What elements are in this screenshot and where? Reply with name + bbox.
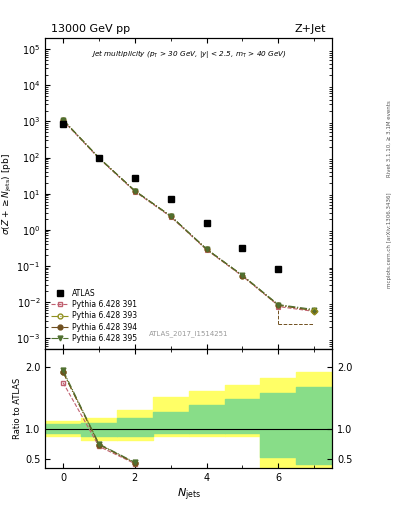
Pythia 6.428 391 [276, 303, 281, 309]
Pythia 6.428 393 [61, 117, 66, 123]
Pythia 6.428 391 [204, 247, 209, 253]
Text: mcplots.cern.ch [arXiv:1306.3436]: mcplots.cern.ch [arXiv:1306.3436] [387, 193, 392, 288]
Pythia 6.428 393 [168, 213, 173, 219]
ATLAS [240, 245, 245, 251]
Line: Pythia 6.428 394: Pythia 6.428 394 [61, 118, 317, 313]
Line: Pythia 6.428 391: Pythia 6.428 391 [61, 118, 317, 314]
Pythia 6.428 393 [240, 272, 245, 279]
Pythia 6.428 394 [204, 246, 209, 252]
ATLAS [61, 121, 66, 127]
Pythia 6.428 391 [168, 214, 173, 220]
Text: Z+Jet: Z+Jet [295, 24, 326, 34]
Pythia 6.428 394 [97, 155, 101, 161]
ATLAS [97, 155, 101, 161]
Pythia 6.428 395 [204, 246, 209, 252]
Pythia 6.428 391 [276, 304, 281, 310]
Y-axis label: $\sigma(Z + \geq N_\mathrm{jets})$ [pb]: $\sigma(Z + \geq N_\mathrm{jets})$ [pb] [0, 153, 14, 234]
Pythia 6.428 394 [240, 272, 245, 279]
Text: Rivet 3.1.10, ≥ 3.1M events: Rivet 3.1.10, ≥ 3.1M events [387, 100, 392, 177]
Pythia 6.428 394 [312, 308, 316, 314]
Pythia 6.428 391 [97, 155, 101, 161]
Legend: ATLAS, Pythia 6.428 391, Pythia 6.428 393, Pythia 6.428 394, Pythia 6.428 395: ATLAS, Pythia 6.428 391, Pythia 6.428 39… [49, 286, 140, 345]
Pythia 6.428 394 [61, 117, 66, 123]
Pythia 6.428 395 [276, 302, 281, 308]
Pythia 6.428 393 [276, 302, 281, 308]
Pythia 6.428 394 [132, 188, 137, 194]
Pythia 6.428 395 [240, 272, 245, 279]
Pythia 6.428 393 [312, 308, 316, 314]
Pythia 6.428 395 [97, 155, 101, 161]
Text: 13000 GeV pp: 13000 GeV pp [51, 24, 130, 34]
Pythia 6.428 393 [97, 155, 101, 161]
Text: ATLAS_2017_I1514251: ATLAS_2017_I1514251 [149, 330, 228, 336]
Line: ATLAS: ATLAS [60, 121, 281, 272]
ATLAS [168, 196, 173, 202]
Pythia 6.428 395 [61, 117, 66, 123]
Line: Pythia 6.428 393: Pythia 6.428 393 [61, 118, 317, 313]
Pythia 6.428 395 [132, 187, 137, 194]
ATLAS [132, 175, 137, 181]
Y-axis label: Ratio to ATLAS: Ratio to ATLAS [13, 378, 22, 439]
Text: Jet multiplicity ($p_\mathrm{T}$ > 30 GeV, |$y$| < 2.5, $m_\mathrm{T}$ > 40 GeV): Jet multiplicity ($p_\mathrm{T}$ > 30 Ge… [91, 48, 286, 60]
Pythia 6.428 391 [240, 273, 245, 279]
Pythia 6.428 394 [168, 213, 173, 219]
Pythia 6.428 391 [132, 188, 137, 195]
Pythia 6.428 394 [276, 302, 281, 308]
Line: Pythia 6.428 395: Pythia 6.428 395 [61, 117, 317, 312]
ATLAS [276, 266, 281, 272]
ATLAS [204, 220, 209, 226]
Pythia 6.428 393 [204, 246, 209, 252]
Pythia 6.428 391 [312, 308, 316, 314]
Pythia 6.428 395 [168, 213, 173, 219]
Pythia 6.428 395 [312, 307, 316, 313]
X-axis label: $N_\mathrm{jets}$: $N_\mathrm{jets}$ [176, 486, 201, 502]
Pythia 6.428 393 [132, 188, 137, 194]
Pythia 6.428 391 [61, 118, 66, 124]
